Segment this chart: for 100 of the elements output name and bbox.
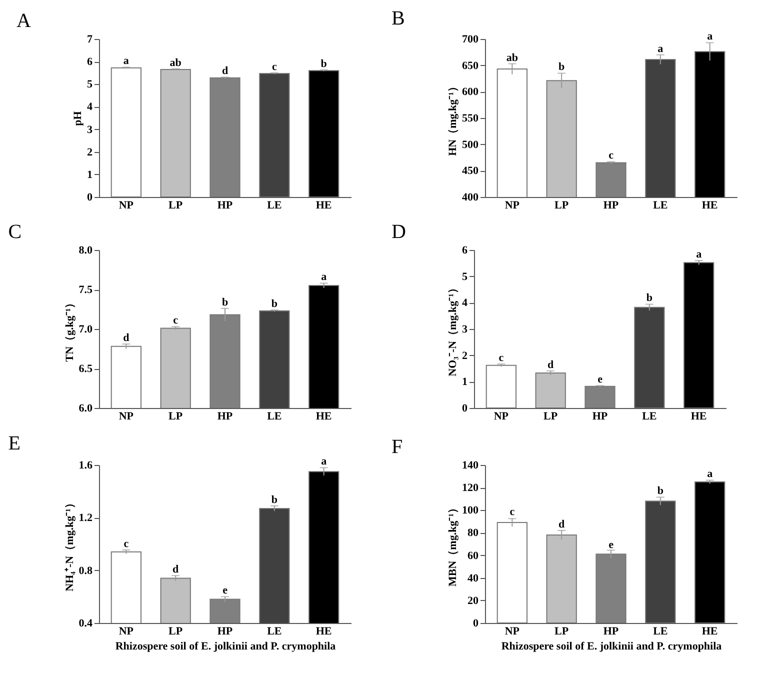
- x-axis-title: Rhizospere soil of E. jolkinii and P. crymophila: [115, 640, 336, 652]
- annotation: d: [558, 518, 565, 530]
- annotation: e: [608, 538, 614, 551]
- y-tick-label: 1.6: [78, 460, 93, 472]
- y-tick-label: 6.0: [78, 402, 93, 414]
- x-tick-label: LE: [653, 626, 668, 638]
- x-tick-label: LE: [267, 626, 282, 638]
- chart-title: C: [8, 221, 22, 243]
- y-tick-label: 6: [87, 56, 93, 68]
- annotation: a: [123, 55, 130, 68]
- annotation: a: [321, 271, 328, 284]
- annotation: b: [271, 494, 278, 506]
- annotation: b: [271, 298, 278, 310]
- y-tick-label: 700: [462, 34, 479, 46]
- y-axis-title: pH: [72, 110, 84, 126]
- x-tick-label: HE: [690, 410, 707, 422]
- annotation: b: [657, 485, 664, 498]
- annotation: ab: [506, 52, 518, 64]
- annotation: d: [123, 332, 130, 344]
- chart-title: E: [8, 432, 20, 455]
- y-axis-title: NO₃⁻-N（mg.kg⁻¹）: [447, 282, 459, 376]
- annotation: c: [272, 60, 277, 73]
- annotation: b: [320, 58, 327, 70]
- x-tick-label: LP: [554, 200, 569, 212]
- annotation: d: [548, 358, 554, 371]
- annotation: a: [696, 248, 702, 261]
- annotation: a: [707, 468, 714, 480]
- y-tick-label: 2: [87, 146, 93, 158]
- y-tick-label: 120: [462, 482, 479, 494]
- annotation: d: [222, 65, 228, 78]
- y-tick-label: 550: [462, 112, 479, 124]
- y-tick-label: 4: [87, 101, 93, 114]
- y-tick-label: 450: [462, 165, 479, 178]
- y-tick-label: 8.0: [78, 244, 93, 256]
- annotation: c: [608, 150, 614, 162]
- annotation: b: [558, 61, 565, 74]
- y-tick-label: 6: [462, 244, 468, 256]
- y-tick-label: 7.0: [78, 324, 93, 336]
- x-tick-label: HP: [217, 410, 233, 422]
- x-tick-label: HE: [316, 200, 332, 212]
- annotation: c: [173, 314, 178, 327]
- x-tick-label: LP: [168, 626, 183, 638]
- y-tick-label: 7.5: [78, 284, 93, 296]
- y-tick-label: 20: [468, 594, 479, 607]
- y-tick-label: 600: [462, 86, 479, 98]
- y-tick-label: 0.4: [78, 618, 93, 630]
- y-axis-title: NH₄⁺-N（mg.kg⁻¹）: [64, 498, 76, 592]
- x-tick-label: NP: [504, 200, 520, 212]
- x-tick-label: HE: [316, 410, 332, 422]
- y-axis-title: MBN（mg.kg⁻¹）: [447, 502, 459, 586]
- y-tick-label: 3: [462, 324, 468, 336]
- x-tick-label: LE: [653, 200, 668, 212]
- annotation: b: [646, 292, 652, 304]
- y-tick-label: 4: [462, 297, 468, 310]
- x-tick-label: LE: [267, 410, 282, 422]
- x-tick-label: LE: [267, 200, 282, 212]
- y-tick-label: 1: [462, 376, 468, 388]
- x-tick-label: NP: [118, 626, 134, 638]
- annotation: c: [498, 352, 504, 364]
- y-tick-label: 0: [87, 192, 93, 204]
- y-tick-label: 6.5: [78, 363, 93, 375]
- chart-title: D: [392, 221, 406, 243]
- x-tick-label: HP: [603, 626, 619, 638]
- x-axis-title: Rhizospere soil of E. jolkinii and P. crymophila: [501, 640, 722, 652]
- x-tick-label: LP: [168, 410, 183, 422]
- y-tick-label: 0.8: [78, 564, 93, 577]
- annotation: a: [707, 30, 714, 43]
- y-tick-label: 100: [462, 504, 479, 517]
- y-tick-label: 650: [462, 60, 479, 72]
- y-tick-label: 5: [462, 270, 468, 283]
- annotation: ab: [170, 56, 182, 69]
- x-tick-label: LP: [168, 200, 183, 212]
- annotation: a: [321, 456, 328, 468]
- annotation: c: [124, 538, 129, 550]
- y-tick-label: 400: [462, 192, 479, 204]
- y-tick-label: 1: [87, 168, 92, 181]
- chart-title: F: [392, 436, 403, 458]
- y-axis-title: HN（mg.kg⁻¹）: [447, 81, 459, 156]
- x-tick-label: LE: [642, 410, 657, 422]
- y-axis-title: TN（g.kg⁻¹）: [64, 297, 76, 362]
- y-tick-label: 80: [468, 527, 479, 540]
- chart-title: B: [392, 8, 405, 30]
- y-tick-label: 3: [87, 124, 93, 136]
- x-tick-label: NP: [504, 626, 520, 638]
- x-tick-label: HP: [217, 626, 233, 638]
- x-tick-label: HP: [217, 200, 233, 212]
- annotation: c: [510, 506, 515, 518]
- y-tick-label: 500: [462, 138, 479, 151]
- chart-title: A: [16, 10, 32, 32]
- x-tick-label: LP: [554, 626, 569, 638]
- x-tick-label: HE: [702, 200, 718, 212]
- y-tick-label: 0: [462, 402, 468, 414]
- y-tick-label: 140: [462, 460, 479, 472]
- x-tick-label: LP: [544, 410, 558, 422]
- x-tick-label: NP: [494, 410, 509, 422]
- x-tick-label: HP: [603, 200, 619, 212]
- y-tick-label: 5: [87, 78, 93, 91]
- annotation: e: [598, 374, 603, 386]
- y-tick-label: 2: [462, 350, 468, 362]
- y-tick-label: 7: [87, 34, 93, 46]
